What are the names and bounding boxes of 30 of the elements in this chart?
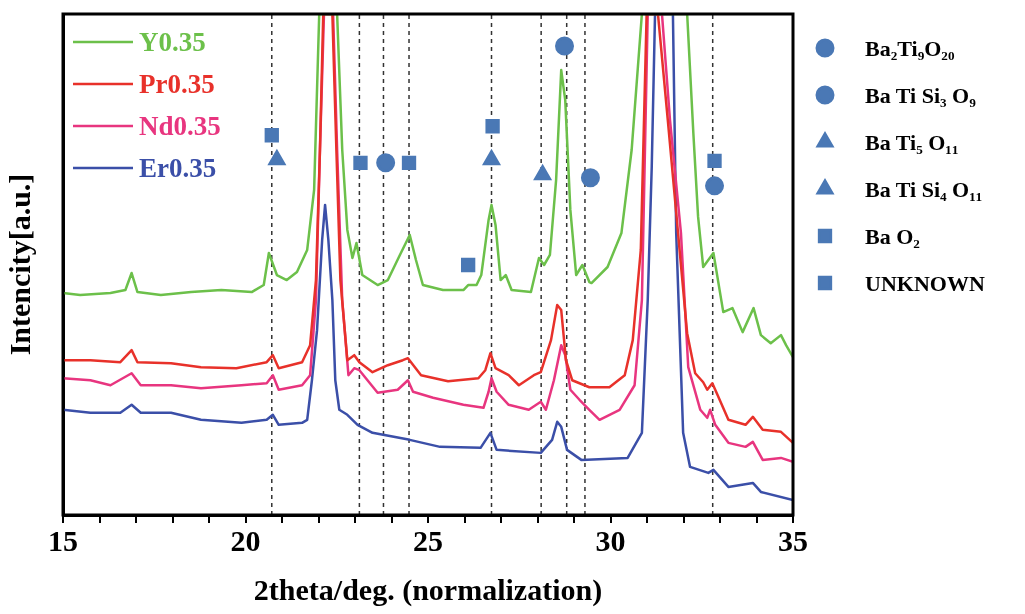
x-tick-label: 35 bbox=[778, 523, 808, 557]
point bbox=[401, 155, 417, 170]
legend-label: Ba Ti Si₄ O₁₁ bbox=[865, 176, 983, 202]
point bbox=[485, 119, 500, 134]
legend-label: Nd0.35 bbox=[139, 110, 221, 141]
legend-label: Ba Ti₅ O₁₁ bbox=[865, 129, 959, 155]
legend-label: UNKNOWN bbox=[865, 270, 985, 296]
x-tick-label: 30 bbox=[595, 523, 626, 557]
y-axis-title: Intencity[a.u.] bbox=[2, 173, 36, 356]
point bbox=[555, 36, 575, 56]
x-tick-label: 25 bbox=[413, 523, 443, 557]
point bbox=[534, 165, 552, 181]
legend-label: Y0.35 bbox=[139, 26, 206, 57]
x-axis-title: 2theta/deg. (normalization) bbox=[253, 572, 603, 607]
legend-label: Pr0.35 bbox=[139, 68, 215, 99]
point bbox=[268, 150, 286, 166]
legend-label: Er0.35 bbox=[139, 152, 217, 183]
x-tick-label: 15 bbox=[48, 523, 78, 557]
point bbox=[353, 155, 368, 170]
legend-label: Ba₂Ti₉O₂₀ bbox=[865, 35, 955, 61]
legend-label: Ba Ti Si₃ O₉ bbox=[865, 82, 977, 108]
x-tick-label: 20 bbox=[230, 523, 261, 557]
point bbox=[483, 150, 500, 166]
point bbox=[376, 153, 396, 173]
point bbox=[580, 168, 600, 188]
legend-label: Ba O₂ bbox=[865, 223, 921, 249]
point bbox=[264, 128, 279, 143]
point bbox=[707, 153, 722, 168]
point bbox=[705, 176, 725, 196]
point bbox=[460, 257, 476, 273]
